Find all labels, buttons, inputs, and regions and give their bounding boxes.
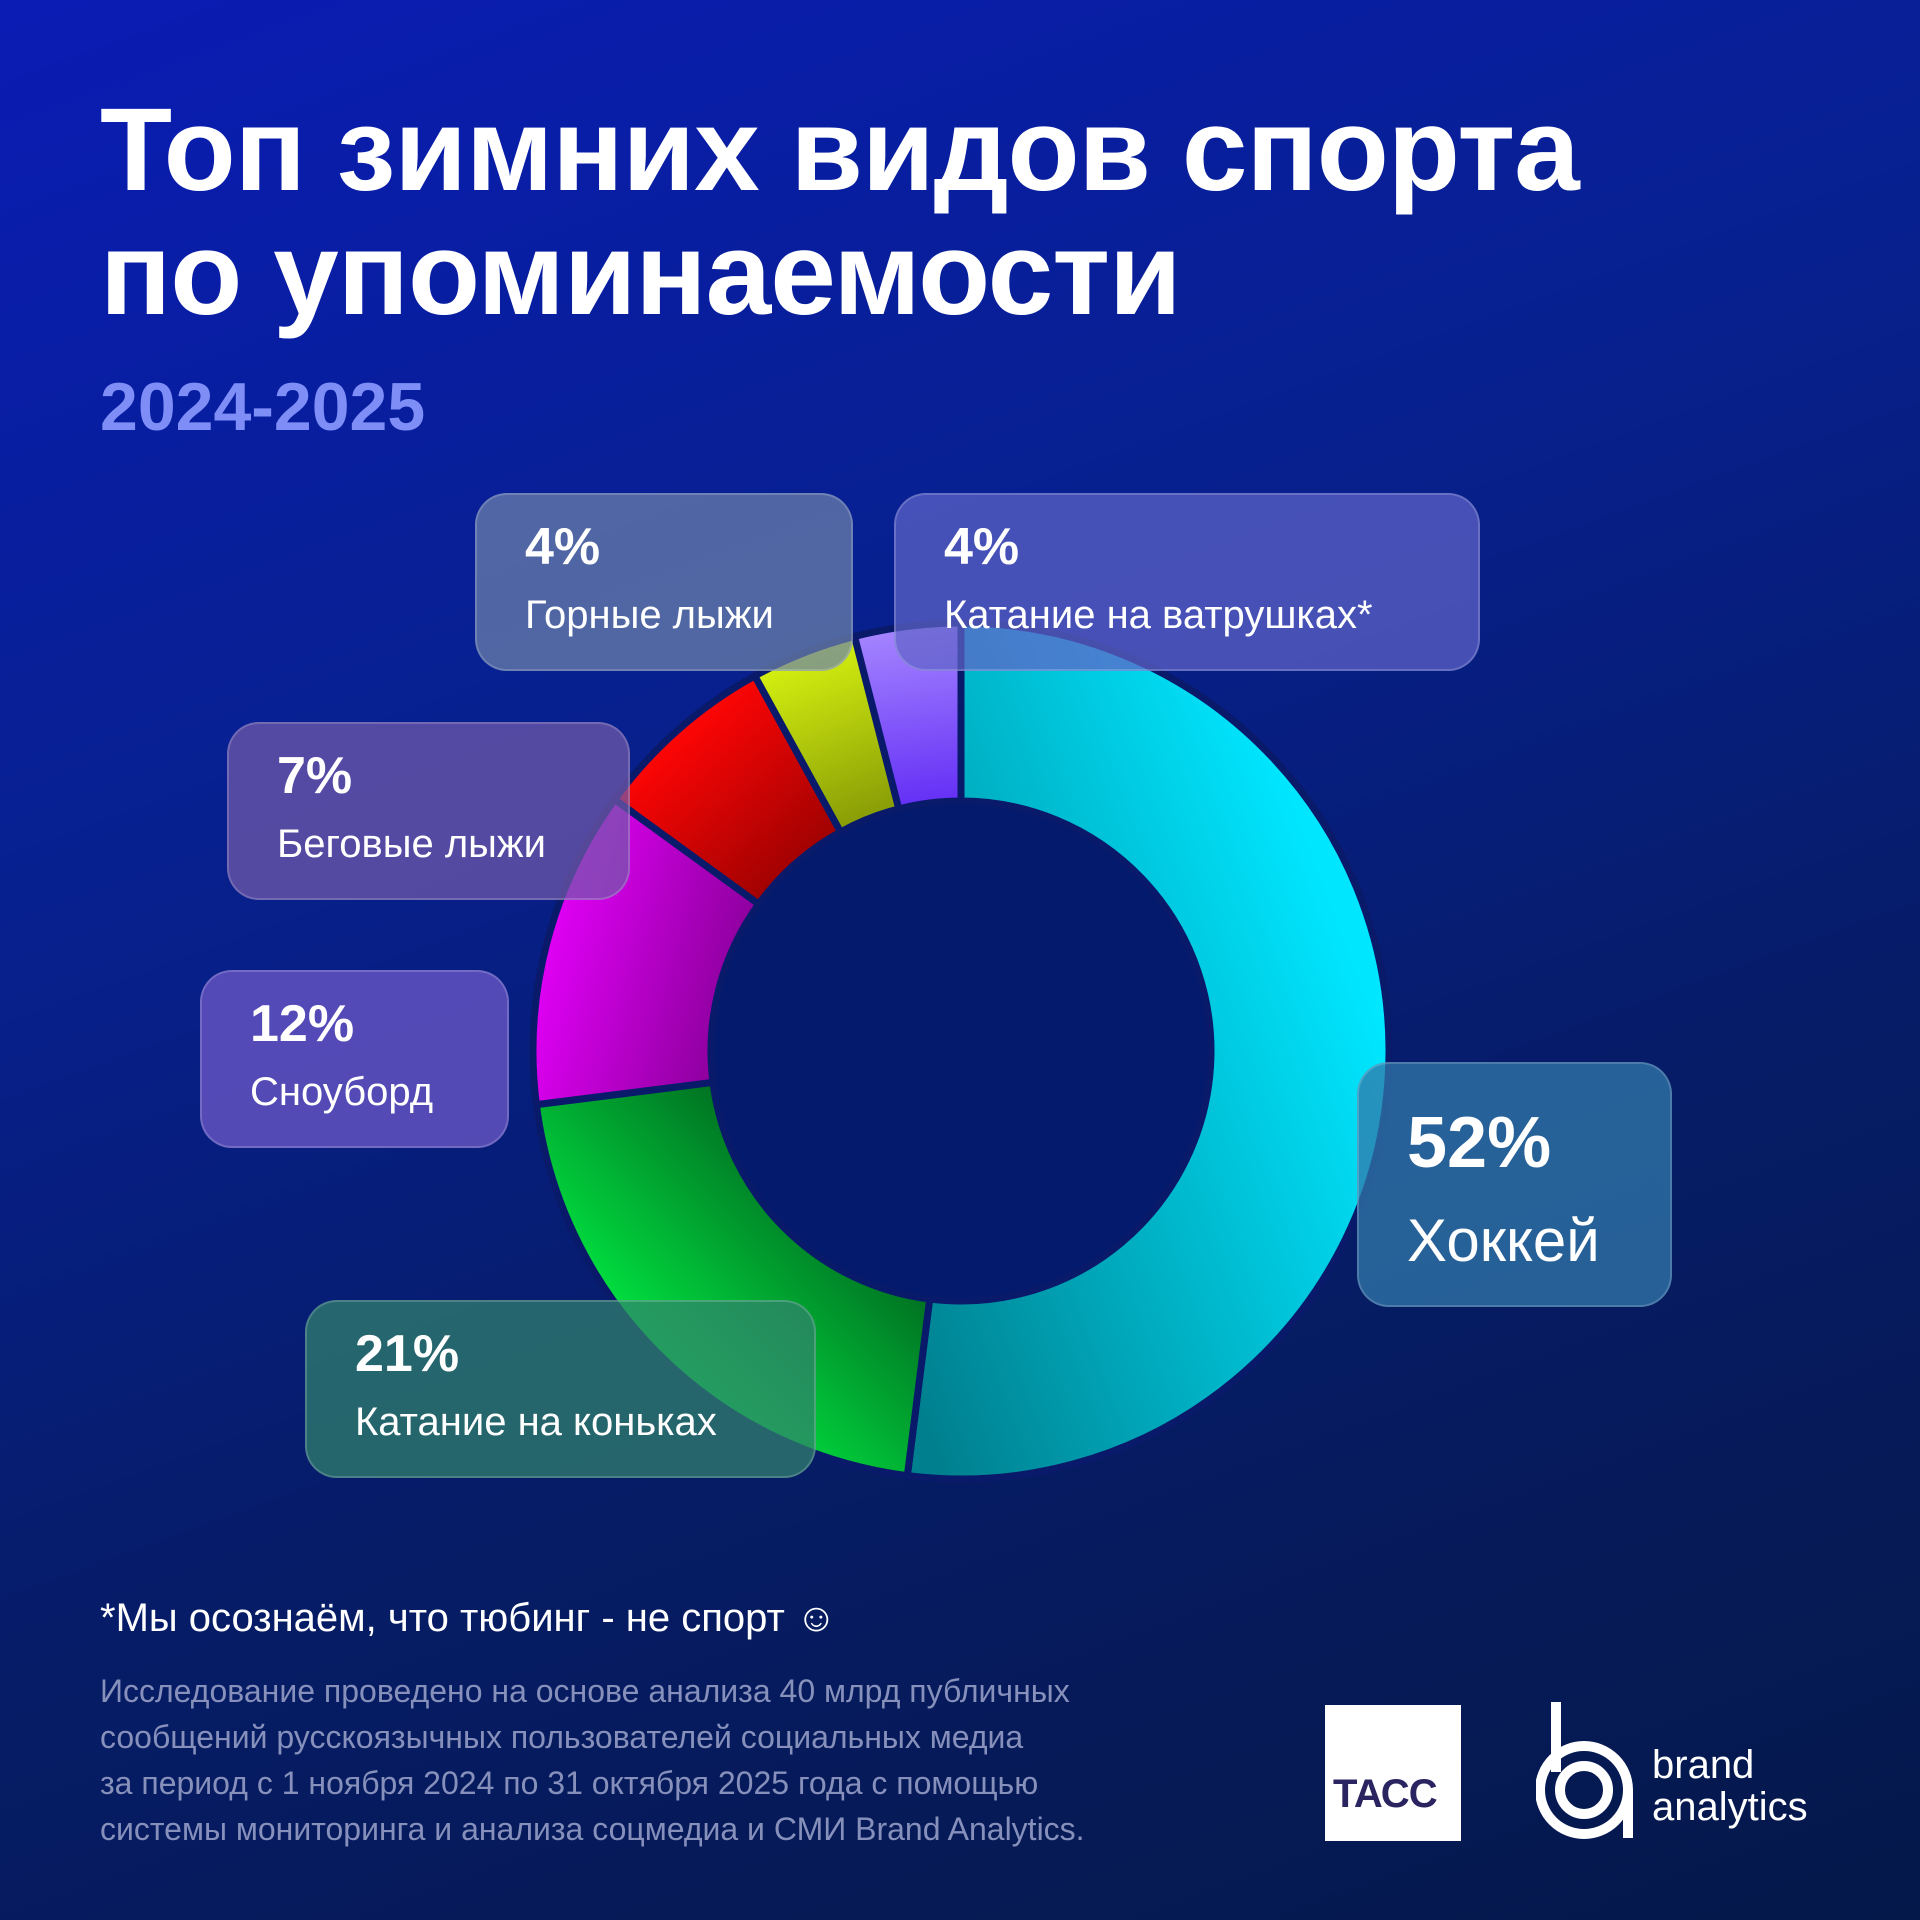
label-name: Хоккей [1407, 1207, 1600, 1274]
label-value: 4% [944, 518, 1020, 576]
brand-analytics-line1: brand [1652, 1743, 1755, 1787]
label-snowboard: 12% Сноуборд [200, 970, 509, 1148]
label-value: 4% [525, 518, 601, 576]
label-hockey: 52% Хоккей [1357, 1062, 1672, 1307]
brand-analytics-mark-icon [1535, 1702, 1633, 1839]
period-subtitle: 2024-2025 [100, 369, 426, 445]
label-alpine-skiing: 4% Горные лыжи [475, 493, 853, 671]
label-ice-skating: 21% Катание на коньках [305, 1300, 816, 1478]
footnote: *Мы осознаём, что тюбинг - не спорт ☺ [100, 1596, 837, 1640]
label-value: 21% [355, 1325, 460, 1383]
tass-logo-text: ТАСС [1333, 1772, 1438, 1816]
title-line-2: по упоминаемости [100, 208, 1182, 340]
donut-hole [714, 804, 1208, 1298]
donut-slice-0 [903, 619, 1393, 1483]
methodology-line: сообщений русскоязычных пользователей со… [100, 1719, 1024, 1755]
label-value: 12% [250, 995, 355, 1053]
label-name: Катание на коньках [355, 1400, 717, 1444]
methodology-text: Исследование проведено на основе анализа… [100, 1668, 1300, 1852]
label-value: 7% [277, 747, 353, 805]
label-name: Беговые лыжи [277, 822, 547, 866]
label-name: Катание на ватрушках* [944, 593, 1373, 637]
label-name: Горные лыжи [525, 593, 774, 637]
methodology-line: Исследование проведено на основе анализа… [100, 1673, 1070, 1709]
page-title: Топ зимних видов спорта по упоминаемости [100, 88, 1580, 336]
label-name: Сноуборд [250, 1070, 434, 1114]
label-tubing: 4% Катание на ватрушках* [894, 493, 1480, 671]
title-line-1: Топ зимних видов спорта [100, 84, 1580, 216]
tass-logo: ТАСС [1325, 1705, 1461, 1841]
label-cross-country-skiing: 7% Беговые лыжи [227, 722, 630, 900]
methodology-line: за период с 1 ноября 2024 по 31 октября … [100, 1765, 1039, 1801]
methodology-line: системы мониторинга и анализа соцмедиа и… [100, 1811, 1085, 1847]
label-value: 52% [1407, 1103, 1552, 1183]
brand-analytics-line2: analytics [1652, 1785, 1808, 1829]
brand-analytics-logo: brand analytics [1535, 1702, 1826, 1842]
